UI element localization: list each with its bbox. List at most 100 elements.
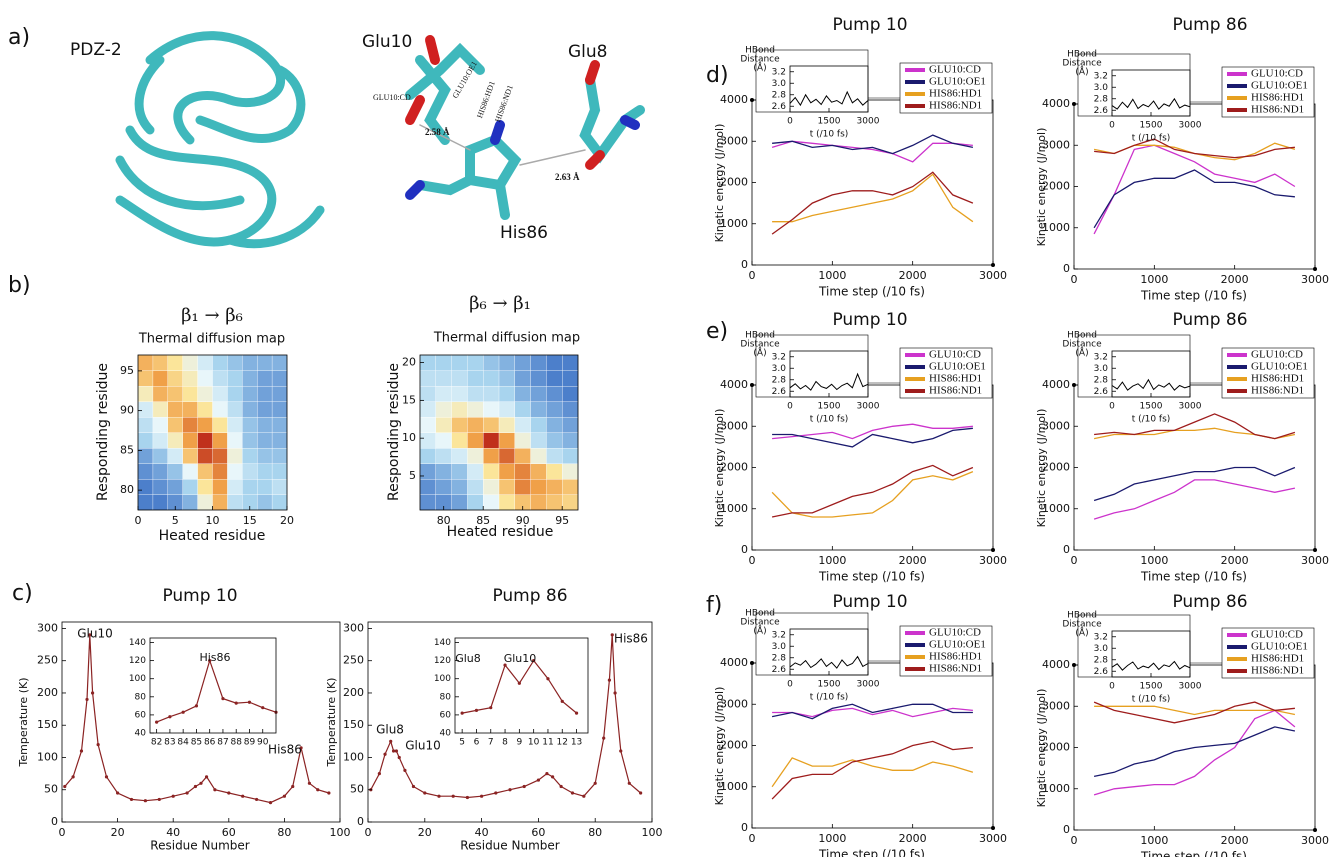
heatmap-cell (257, 354, 273, 372)
heatmap-cell (167, 401, 184, 418)
inset-background (1077, 614, 1191, 678)
heatmap-cell (483, 401, 500, 418)
x-tick-label: 100 (642, 826, 663, 839)
heatmap-cell (514, 478, 532, 496)
heatmap-cell (530, 401, 547, 418)
heatmap-cell (167, 370, 184, 387)
heatmap-cell (498, 447, 516, 465)
legend-label: GLU10:CD (929, 627, 981, 639)
heatmap-cell (483, 478, 500, 496)
data-point (480, 794, 484, 798)
chart-subtitle: β₆ → β₁ (469, 293, 531, 314)
series-line (1093, 726, 1296, 778)
data-point (593, 781, 597, 785)
y-tick-label: 0 (1063, 543, 1070, 556)
data-point (574, 711, 579, 715)
x-tick-label: 40 (166, 826, 180, 839)
data-point (79, 749, 84, 753)
heatmap-cell (451, 432, 468, 449)
legend-label: HIS86:HD1 (929, 373, 982, 385)
heatmap-cell (182, 416, 199, 434)
x-axis-label: Heated residue (159, 528, 266, 544)
data-point (307, 781, 312, 785)
y-tick-label: 2.8 (1094, 655, 1109, 665)
hbond-line (419, 124, 586, 166)
heatmap-cell (242, 432, 258, 449)
y-axis-label: (Å) (753, 625, 766, 637)
y-tick-label: 85 (120, 443, 134, 456)
data-point (168, 715, 172, 719)
x-tick-label: 80 (437, 514, 451, 527)
heatmap-cell (530, 478, 547, 496)
x-tick-label: 1500 (1140, 682, 1163, 692)
heatmap-cell (546, 354, 563, 372)
heatmap-cell (498, 354, 516, 372)
y-tick-label: 3.2 (1094, 632, 1108, 642)
y-tick-label: 0 (741, 543, 748, 556)
stick (405, 35, 440, 125)
data-point (291, 784, 295, 789)
distance-label: 2.58 Å (425, 127, 450, 137)
x-tick-label: 86 (204, 738, 216, 748)
x-tick-label: 88 (230, 738, 242, 748)
x-tick-label: 0 (787, 402, 793, 412)
series-line (772, 173, 974, 223)
x-tick-label: 84 (177, 738, 189, 748)
panel-label: c) (12, 581, 33, 606)
heatmap-cell (271, 354, 288, 372)
heatmap-cell (271, 463, 288, 480)
data-point (316, 788, 320, 792)
heatmap-cell (212, 432, 228, 449)
y-tick-label: 1000 (1042, 782, 1070, 795)
y-axis-label: (Å) (753, 347, 766, 359)
data-point (551, 775, 555, 779)
y-tick-label: 0 (741, 258, 748, 271)
heatmap-cell (197, 370, 214, 387)
y-tick-label: 2.6 (772, 102, 787, 112)
residue-label: His86 (500, 223, 548, 243)
data-point (377, 772, 381, 776)
heatmap-cell (242, 401, 258, 418)
y-tick-label: 300 (343, 621, 364, 634)
y-tick-label: 0 (1063, 823, 1070, 836)
series-line (1094, 705, 1296, 716)
heatmap-cell (227, 370, 243, 387)
heatmap-cell (137, 385, 154, 403)
heatmap-cell (467, 447, 484, 465)
x-tick-label: 87 (217, 738, 228, 748)
y-axis-label: Kinetic energy (J/mol) (1035, 689, 1048, 808)
data-point (241, 794, 245, 798)
legend-label: HIS86:ND1 (1251, 665, 1304, 677)
chart-title: Pump 10 (832, 310, 907, 330)
data-point (199, 781, 203, 785)
series-line (771, 470, 974, 518)
y-tick-label: 2.6 (1094, 106, 1109, 116)
heatmap-cell (212, 478, 228, 496)
heatmap-cell (419, 478, 437, 496)
legend-label: HIS86:HD1 (1251, 373, 1304, 385)
heatmap-cell (271, 416, 288, 434)
residue-label: Glu8 (568, 42, 608, 62)
heatmap-cell (242, 478, 258, 496)
data-point (299, 746, 303, 750)
x-axis-label: Time step (/10 fs) (1140, 289, 1247, 303)
y-tick-label: 250 (37, 654, 58, 667)
y-tick-label: 3.0 (1094, 364, 1109, 374)
legend-label: GLU10:OE1 (929, 361, 986, 373)
x-tick-label: 3000 (1179, 682, 1202, 692)
annotation: Glu10 (405, 739, 441, 753)
panel-label: a) (8, 25, 30, 50)
heatmap-cell (467, 385, 484, 403)
hbond-line (1111, 97, 1191, 110)
x-tick-label: 3000 (1301, 554, 1329, 567)
heatmap-cell (530, 463, 547, 480)
plot-frame (454, 637, 589, 734)
data-point (383, 752, 387, 756)
heatmap-cell (562, 494, 579, 511)
heatmap-cell (227, 463, 243, 480)
heatmap-cell (483, 416, 500, 434)
heatmap-cell (530, 494, 547, 511)
y-axis-label: Kinetic energy (J/mol) (713, 687, 726, 806)
heatmap-cell (227, 401, 243, 418)
